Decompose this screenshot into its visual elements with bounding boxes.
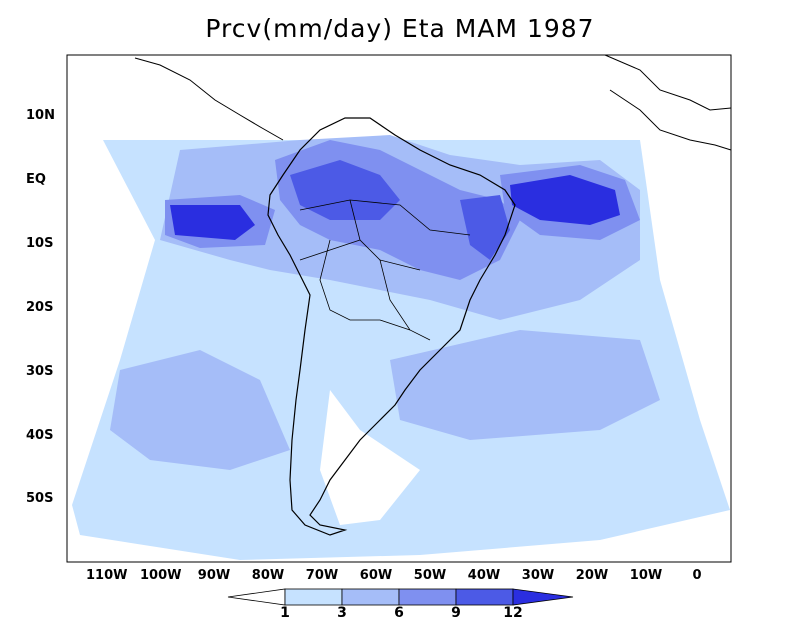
lon-label: 90W: [197, 568, 231, 583]
colorbar-segment: [455, 588, 514, 606]
lat-label: 20S: [26, 300, 54, 315]
lat-label: 30S: [26, 364, 54, 379]
lon-label: 100W: [140, 568, 182, 583]
precip-band-atlantic-south: [390, 330, 660, 440]
country-borders: [299, 199, 471, 341]
lat-label: 50S: [26, 491, 54, 506]
africa-outline: [604, 54, 732, 151]
colorbar-label: 1: [280, 605, 290, 621]
lon-label: 50W: [413, 568, 447, 583]
map-title: Prcv(mm/day) Eta MAM 1987: [205, 14, 595, 43]
central-america-outline: [134, 57, 284, 141]
colorbar-segment: [398, 588, 457, 606]
dry-area-patagonia-coast: [320, 390, 420, 525]
colorbar-label: 6: [394, 605, 404, 621]
lon-label: 40W: [467, 568, 501, 583]
colorbar-segment: [512, 588, 574, 606]
lon-label: 60W: [359, 568, 393, 583]
colorbar: [227, 588, 574, 606]
lat-label: 40S: [26, 428, 54, 443]
colorbar-segment: [284, 588, 343, 606]
lon-label: 10W: [629, 568, 663, 583]
lon-label: 70W: [305, 568, 339, 583]
precip-band-pacific-south: [110, 350, 290, 470]
lon-label: 30W: [521, 568, 555, 583]
lon-label: 0: [692, 568, 702, 583]
colorbar-label: 9: [451, 605, 461, 621]
lon-label: 80W: [251, 568, 285, 583]
precip-max-atlantic: [510, 175, 620, 225]
colorbar-label: 12: [503, 605, 523, 621]
precip-max-pacific: [170, 205, 255, 240]
lat-label: 10S: [26, 236, 54, 251]
colorbar-segment: [227, 588, 286, 606]
continent-south-america-outline: [267, 117, 516, 536]
lat-label: EQ: [26, 172, 46, 187]
precip-max-amazon: [290, 160, 400, 220]
colorbar-segment: [341, 588, 400, 606]
lat-label: 10N: [26, 108, 55, 123]
colorbar-label: 3: [337, 605, 347, 621]
lon-label: 110W: [86, 568, 128, 583]
lon-label: 20W: [575, 568, 609, 583]
precip-max-nordeste: [460, 195, 510, 260]
